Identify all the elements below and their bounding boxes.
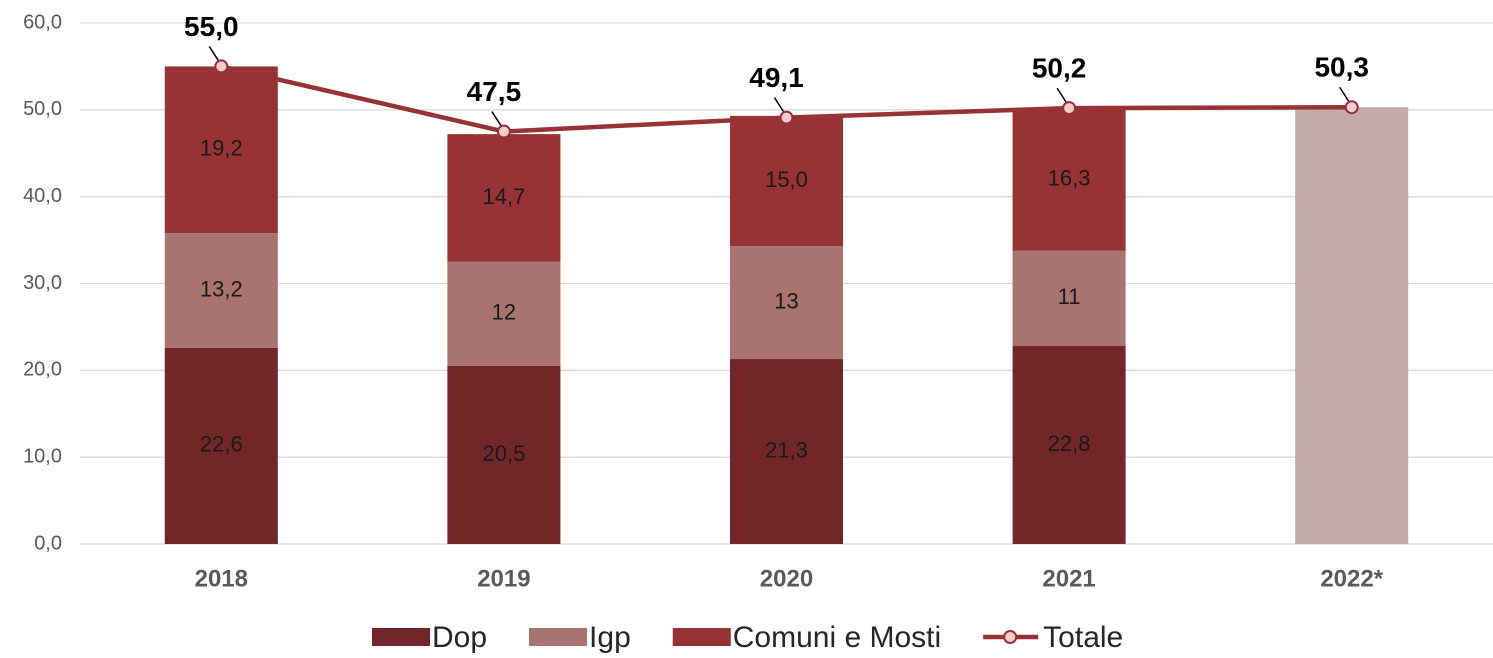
y-tick-label: 40,0 xyxy=(23,185,62,207)
bar-segment xyxy=(1012,108,1126,251)
legend-swatch xyxy=(372,628,430,646)
bar-segment xyxy=(1012,250,1126,347)
legend-label: Comuni e Mosti xyxy=(733,621,941,654)
legend-swatch xyxy=(672,628,731,646)
total-label: 49,1 xyxy=(749,62,804,93)
bar-segment xyxy=(729,115,844,247)
line-marker xyxy=(1344,100,1359,115)
bar-segment xyxy=(164,66,278,234)
x-tick-label: 2019 xyxy=(477,565,530,592)
x-tick-label: 2022* xyxy=(1320,565,1383,592)
x-tick-label: 2018 xyxy=(195,565,248,592)
y-tick-label: 50,0 xyxy=(23,98,62,120)
y-tick-label: 10,0 xyxy=(23,445,62,467)
bar-segment xyxy=(447,261,561,366)
data-label: 22,8 xyxy=(1048,431,1091,456)
legend-label: Dop xyxy=(432,621,487,654)
data-label: 22,6 xyxy=(200,432,243,457)
bar-segment xyxy=(447,365,561,544)
bar-segment xyxy=(1012,346,1126,544)
estimate-bar xyxy=(1295,107,1409,544)
line-marker xyxy=(496,124,511,139)
bar-segment xyxy=(729,359,844,544)
legend-label: Igp xyxy=(589,621,631,654)
total-label: 50,3 xyxy=(1314,52,1369,83)
data-label: 12 xyxy=(492,300,516,325)
total-label: 55,0 xyxy=(184,11,239,42)
line-marker xyxy=(1062,101,1077,116)
legend-label: Totale xyxy=(1043,621,1123,654)
legend-swatch xyxy=(529,628,588,646)
leader-line xyxy=(1339,86,1350,102)
leader-line xyxy=(1056,87,1067,103)
leader-line xyxy=(773,97,785,113)
leader-line xyxy=(208,46,219,61)
data-label: 13 xyxy=(774,288,798,313)
total-label: 47,5 xyxy=(467,76,522,107)
line-marker xyxy=(779,110,794,125)
y-tick-label: 20,0 xyxy=(23,359,62,381)
x-tick-label: 2020 xyxy=(760,565,813,592)
x-tick-label: 2021 xyxy=(1042,565,1095,592)
data-label: 21,3 xyxy=(765,437,808,462)
legend-swatch xyxy=(1003,630,1018,644)
y-tick-label: 0,0 xyxy=(34,532,62,554)
data-label: 15,0 xyxy=(765,167,808,192)
y-tick-label: 60,0 xyxy=(23,11,62,33)
total-label: 50,2 xyxy=(1032,52,1087,83)
bar-segment xyxy=(447,134,561,262)
bar-segment xyxy=(164,347,278,544)
data-label: 11 xyxy=(1058,284,1081,309)
bar-segment xyxy=(729,246,844,360)
y-tick-label: 30,0 xyxy=(23,272,62,294)
data-label: 20,5 xyxy=(482,441,525,466)
data-label: 13,2 xyxy=(200,276,243,301)
bar-segment xyxy=(164,233,278,348)
data-label: 14,7 xyxy=(482,184,525,209)
data-label: 16,3 xyxy=(1048,166,1091,191)
line-marker xyxy=(214,59,229,74)
data-label: 19,2 xyxy=(200,136,243,161)
leader-line xyxy=(491,111,502,126)
